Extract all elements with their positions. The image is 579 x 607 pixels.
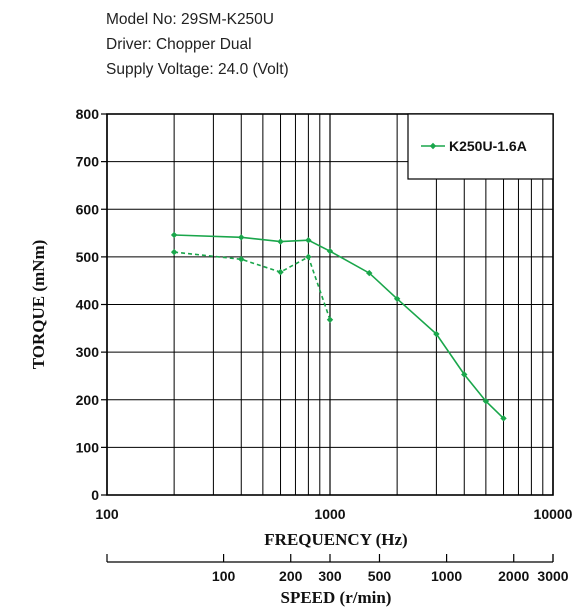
data-point [170, 231, 178, 239]
series-line [174, 234, 505, 419]
y-tick-label: 400 [76, 297, 100, 313]
data-point [170, 248, 178, 256]
data-point [238, 234, 245, 241]
y-tick-label: 600 [76, 201, 100, 217]
series-line-dashed [174, 251, 331, 320]
model-label: Model No: 29SM-K250U [106, 11, 274, 28]
y-tick-label: 200 [76, 392, 100, 408]
data-point [393, 295, 401, 302]
data-point [461, 371, 468, 378]
x-axis-label: FREQUENCY (Hz) [264, 530, 407, 549]
y-tick-label: 0 [91, 487, 99, 503]
data-point [305, 237, 312, 244]
x-tick-label: 1000 [314, 506, 345, 522]
speed-axis-label: SPEED (r/min) [281, 588, 392, 607]
y-tick-label: 100 [76, 439, 100, 455]
x-tick-labels: 100 1000 10000 [95, 506, 572, 522]
chart-info: Model No: 29SM-K250U Driver: Chopper Dua… [106, 7, 289, 82]
x-tick-label: 10000 [534, 506, 573, 522]
data-point [326, 316, 334, 323]
y-tick-label: 300 [76, 344, 100, 360]
data-point [277, 238, 284, 245]
data-point [326, 247, 334, 255]
y-tick-labels: 0 100 200 300 400 500 600 700 800 [76, 106, 107, 503]
data-point [433, 330, 440, 338]
speed-tick-label: 300 [318, 568, 342, 584]
data-point [482, 397, 490, 405]
speed-tick-label: 1000 [431, 568, 462, 584]
y-tick-label: 700 [76, 154, 100, 170]
speed-tick-label: 3000 [537, 568, 568, 584]
speed-axis: 100 200 300 500 1000 2000 3000 [106, 554, 569, 584]
legend: K250U-1.6A [407, 113, 554, 180]
legend-marker [429, 142, 437, 150]
speed-tick-label: 100 [212, 568, 236, 584]
y-axis-label: TORQUE (mNm) [29, 240, 48, 370]
y-tick-label: 500 [76, 249, 100, 265]
data-point [500, 415, 507, 422]
speed-tick-label: 500 [368, 568, 392, 584]
legend-label: K250U-1.6A [449, 138, 527, 154]
data-point [305, 253, 312, 261]
data-point [238, 256, 245, 263]
x-tick-label: 100 [95, 506, 119, 522]
data-point [366, 269, 373, 277]
speed-tick-label: 2000 [498, 568, 529, 584]
driver-label: Driver: Chopper Dual [106, 36, 252, 53]
speed-tick-label: 200 [279, 568, 303, 584]
voltage-label: Supply Voltage: 24.0 (Volt) [106, 61, 289, 78]
data-point [277, 268, 284, 276]
series-layer [170, 231, 507, 422]
y-tick-label: 800 [76, 106, 100, 122]
